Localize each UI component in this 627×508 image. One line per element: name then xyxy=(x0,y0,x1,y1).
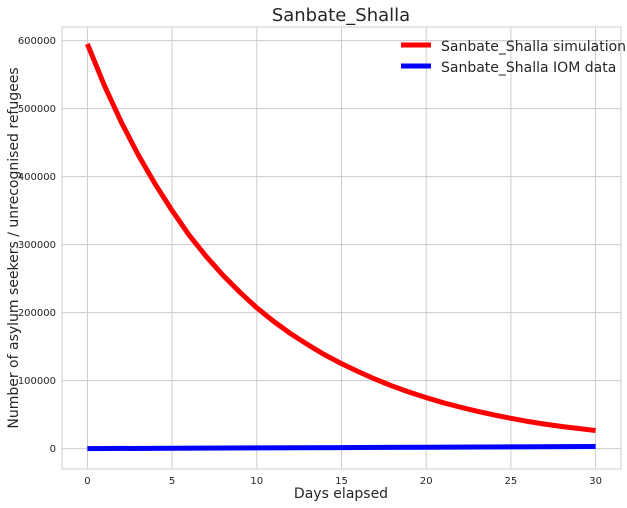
x-tick-label: 30 xyxy=(589,476,602,487)
series-lines xyxy=(85,43,596,452)
x-tick-label: 5 xyxy=(169,476,175,487)
y-tick-label: 0 xyxy=(50,444,56,455)
chart-title: Sanbate_Shalla xyxy=(272,5,410,26)
y-tick-label: 500000 xyxy=(18,104,56,115)
y-tick-label: 400000 xyxy=(18,172,56,183)
y-axis-label: Number of asylum seekers / unrecognised … xyxy=(6,67,22,428)
x-tick-label: 0 xyxy=(84,476,90,487)
series-line-simulation xyxy=(85,43,596,434)
series-line-iom-data xyxy=(87,444,596,452)
y-tick-label: 200000 xyxy=(18,308,56,319)
y-tick-label: 100000 xyxy=(18,376,56,387)
x-tick-label: 25 xyxy=(505,476,518,487)
x-tick-label: 15 xyxy=(335,476,348,487)
x-axis-label: Days elapsed xyxy=(294,486,388,502)
y-tick-labels: 0 100000 200000 300000 400000 500000 600000 xyxy=(18,36,56,455)
y-tick-label: 600000 xyxy=(18,36,56,47)
legend-label-simulation: Sanbate_Shalla simulation xyxy=(441,39,626,55)
legend: Sanbate_Shalla simulation Sanbate_Shalla… xyxy=(401,39,626,76)
y-tick-label: 300000 xyxy=(18,240,56,251)
x-tick-labels: 0 5 10 15 20 25 30 xyxy=(84,476,602,487)
x-tick-label: 20 xyxy=(420,476,433,487)
legend-label-iom-data: Sanbate_Shalla IOM data xyxy=(441,60,616,76)
x-tick-label: 10 xyxy=(250,476,263,487)
plot-frame xyxy=(61,26,622,470)
